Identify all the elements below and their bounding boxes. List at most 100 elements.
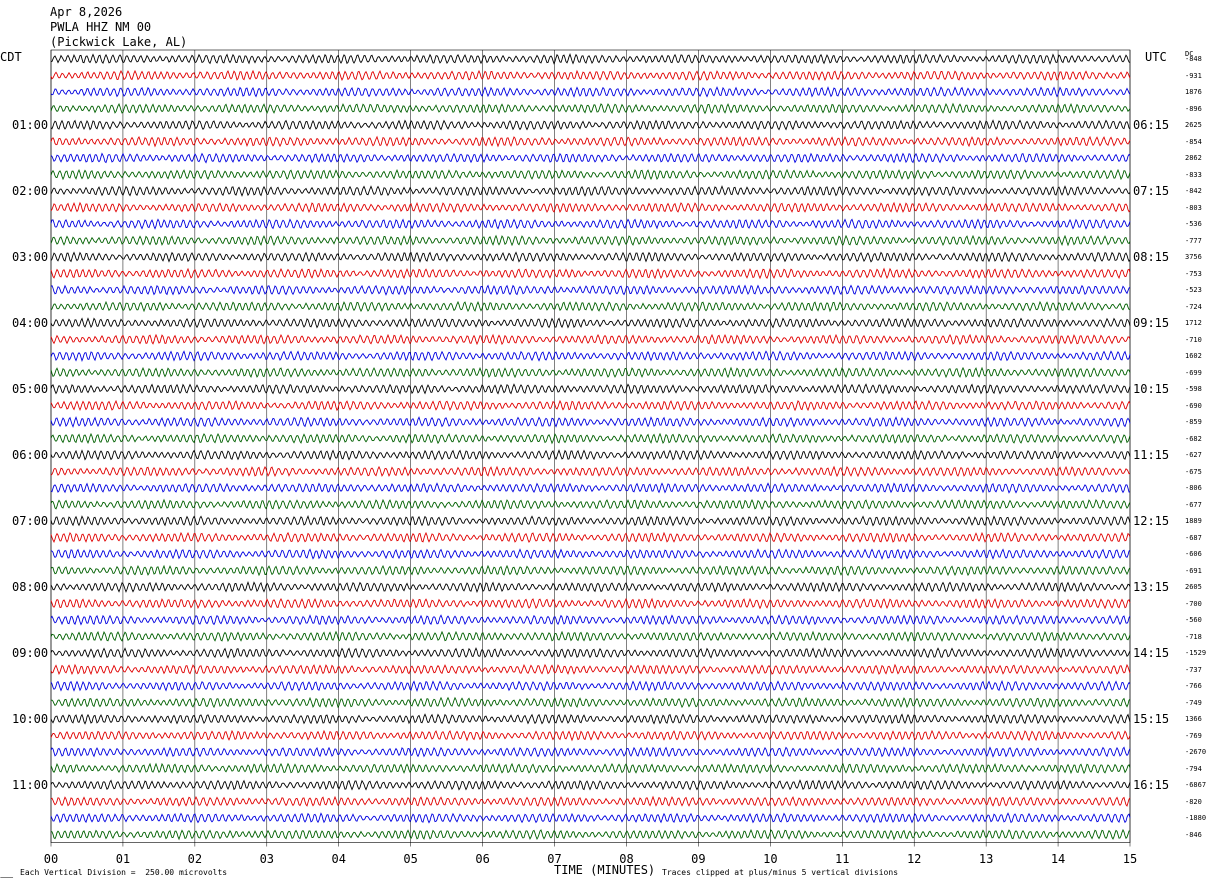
trace-row-3 [50, 86, 1131, 98]
trace-row-43 [50, 746, 1131, 758]
dc-offset-row-41: 1366 [1185, 715, 1202, 723]
dc-offset-row-11: -536 [1185, 220, 1202, 228]
dc-offset-row-35: -560 [1185, 616, 1202, 624]
dc-offset-row-14: -753 [1185, 269, 1202, 278]
right-hour-label: 13:15 [1133, 580, 1170, 594]
plot-date: Apr 8,2026 [50, 5, 123, 19]
x-tick-09: 09 [691, 852, 706, 866]
trace-row-4 [50, 102, 1131, 115]
dc-offset-row-22: -690 [1185, 401, 1202, 410]
x-tick-15: 15 [1122, 852, 1138, 866]
trace-row-35 [50, 614, 1131, 626]
dc-offset-row-7: 2862 [1185, 154, 1202, 162]
right-hour-label: 12:15 [1133, 514, 1170, 528]
x-tick-00: 00 [43, 852, 59, 866]
right-hour-label: 08:15 [1133, 250, 1170, 264]
dc-offset-row-24: -682 [1185, 434, 1202, 443]
trace-row-47 [50, 812, 1131, 824]
dc-offset-row-44: -794 [1185, 764, 1202, 773]
dc-offset-row-5: 2625 [1185, 121, 1202, 129]
dc-offset-row-45: -6867 [1185, 781, 1207, 789]
right-hour-label: 09:15 [1133, 316, 1170, 330]
left-hour-label: 06:00 [12, 448, 49, 462]
left-hour-label: 05:00 [12, 382, 49, 396]
minute-gridlines [50, 49, 1131, 847]
trace-row-34 [50, 597, 1131, 610]
dc-offset-row-10: -803 [1185, 203, 1202, 212]
plot-frame [50, 49, 1131, 843]
dc-offset-row-30: -687 [1185, 533, 1202, 542]
dc-offset-row-20: -699 [1185, 368, 1202, 377]
dc-offset-row-16: -724 [1185, 302, 1202, 311]
station-location: (Pickwick Lake, AL) [50, 35, 188, 49]
trace-row-23 [50, 416, 1131, 428]
dc-offset-row-19: 1602 [1185, 352, 1202, 360]
trace-row-5 [50, 119, 1131, 131]
trace-row-18 [50, 333, 1131, 346]
station-code: PWLA HHZ NM 00 [50, 20, 152, 34]
dc-offset-row-2: -931 [1185, 71, 1202, 80]
x-tick-04: 04 [331, 852, 346, 866]
trace-row-39 [50, 680, 1131, 693]
dc-offset-row-17: 1712 [1185, 319, 1202, 327]
x-tick-06: 06 [475, 852, 490, 866]
trace-row-21 [50, 383, 1131, 395]
trace-row-1 [51, 52, 1131, 65]
left-timezone-label: CDT [0, 50, 22, 64]
dc-column-header: DC [1185, 50, 1194, 58]
trace-row-26 [50, 465, 1131, 478]
trace-row-48 [50, 828, 1131, 841]
trace-row-37 [50, 647, 1131, 659]
dc-offset-row-6: -854 [1185, 137, 1202, 146]
scale-note: Each Vertical Division = 250.00 microvol… [20, 868, 228, 877]
right-hour-label: 06:15 [1133, 118, 1170, 132]
trace-row-24 [50, 432, 1131, 445]
dc-offset-row-8: -833 [1185, 170, 1202, 179]
trace-row-25 [50, 449, 1131, 461]
trace-row-36 [50, 630, 1131, 643]
trace-row-46 [50, 795, 1131, 807]
left-hour-label: 07:00 [12, 514, 49, 528]
dc-offset-row-15: -523 [1185, 286, 1202, 294]
dc-offset-row-23: -859 [1185, 418, 1202, 426]
left-hour-label: 10:00 [12, 712, 49, 726]
dc-offset-row-12: -777 [1185, 236, 1202, 245]
left-hour-label: 02:00 [12, 184, 49, 198]
dc-offset-row-32: -691 [1185, 566, 1202, 575]
right-hour-label: 15:15 [1133, 712, 1170, 726]
dc-offset-row-27: -806 [1185, 484, 1202, 492]
dc-offset-row-34: -700 [1185, 599, 1202, 608]
left-hour-label: 11:00 [12, 778, 49, 792]
trace-row-42 [50, 729, 1131, 742]
x-tick-11: 11 [835, 852, 850, 866]
trace-row-28 [50, 498, 1131, 511]
dc-offset-row-48: -846 [1185, 830, 1202, 839]
trace-row-33 [50, 580, 1131, 593]
trace-row-15 [50, 284, 1131, 296]
x-axis-title: TIME (MINUTES) [554, 863, 656, 877]
right-hour-label: 07:15 [1133, 184, 1170, 198]
trace-row-30 [50, 531, 1131, 544]
dc-offset-row-31: -606 [1185, 550, 1202, 558]
dc-offset-row-37: -1529 [1185, 649, 1207, 657]
x-tick-14: 14 [1050, 852, 1066, 866]
dc-offset-row-21: -598 [1185, 385, 1202, 393]
dc-offset-row-4: -896 [1185, 104, 1202, 113]
trace-row-19 [50, 350, 1131, 362]
dc-offset-row-3: 1876 [1185, 88, 1202, 96]
dc-offset-row-47: -1880 [1185, 814, 1207, 822]
trace-row-10 [50, 201, 1131, 214]
right-hour-label: 11:15 [1133, 448, 1170, 462]
trace-row-41 [50, 713, 1131, 725]
dc-offset-row-13: 3756 [1185, 253, 1202, 261]
trace-row-14 [50, 267, 1131, 280]
x-tick-01: 01 [115, 852, 131, 866]
trace-row-40 [50, 696, 1131, 709]
trace-row-45 [50, 779, 1131, 791]
x-tick-10: 10 [763, 852, 778, 866]
trace-row-31 [50, 548, 1131, 560]
x-tick-13: 13 [978, 852, 994, 866]
trace-row-9 [50, 185, 1131, 197]
trace-row-44 [50, 762, 1131, 775]
